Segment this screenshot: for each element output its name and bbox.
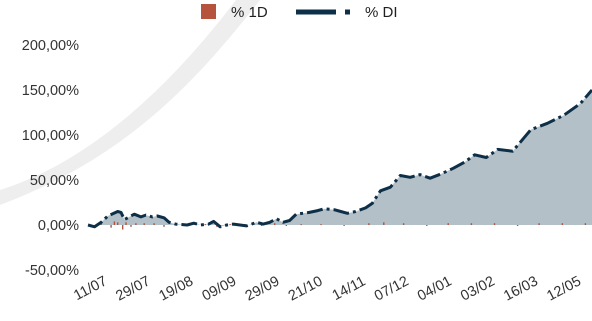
series-1d-bar: [447, 223, 449, 225]
series-1d-bar: [561, 223, 563, 225]
series-1d-bar: [260, 225, 263, 226]
legend-label-di: % DI: [365, 4, 398, 21]
series-1d-bar: [163, 225, 165, 227]
background-shade: [0, 0, 260, 205]
x-tick-label: 16/03: [501, 273, 541, 304]
series-di-area: [88, 90, 592, 227]
legend-label-1d: % 1D: [231, 4, 268, 21]
series-di-line: [87, 89, 592, 229]
x-tick-label: 29/09: [243, 273, 283, 304]
series-1d-bar: [300, 224, 302, 226]
legend-swatch-1d: [201, 4, 216, 19]
x-axis: 11/07 29/07 19/08 09/09 29/09 21/10 14/11 07/12…: [71, 273, 584, 304]
x-tick-label: 29/07: [113, 273, 153, 304]
series-1d-bar: [516, 225, 519, 226]
series-1d-bar: [538, 223, 540, 225]
legend: % 1D % DI: [201, 4, 398, 21]
series-1d-bar: [343, 225, 345, 226]
series-1d-bar: [274, 223, 276, 225]
y-tick-label: 100,00%: [22, 128, 79, 144]
x-tick-label: 03/02: [458, 273, 498, 304]
series-1d-bar: [383, 222, 385, 225]
series-1d-bar: [122, 225, 124, 230]
x-tick-label: 19/08: [157, 273, 197, 304]
plot-area: [87, 89, 592, 230]
x-tick-label: 14/11: [330, 273, 369, 304]
background-swoosh: [0, 0, 230, 185]
series-1d-bar: [204, 224, 206, 226]
x-tick-label: 07/12: [372, 273, 412, 304]
series-1d-bar: [470, 223, 473, 225]
series-1d-bar: [584, 223, 587, 225]
y-tick-label: 200,00%: [22, 38, 79, 54]
series-1d-bar: [285, 225, 287, 226]
y-axis: 200,00% 150,00% 100,00% 50,00% 0,00% -50,00%: [22, 38, 79, 279]
series-1d-bar: [143, 223, 145, 225]
x-tick-label: 12/05: [544, 273, 584, 304]
series-1d-bar: [153, 223, 155, 225]
series-1d-bar: [110, 225, 112, 228]
series-1d-bar: [229, 224, 231, 226]
y-tick-label: 0,00%: [38, 218, 79, 234]
y-tick-label: -50,00%: [25, 263, 79, 279]
y-tick-label: 50,00%: [30, 173, 79, 189]
series-1d-bar: [113, 221, 116, 225]
series-1d-bar: [117, 222, 119, 225]
series-1d-bar: [426, 225, 428, 226]
series-1d-bar: [493, 223, 496, 225]
x-tick-label: 21/10: [286, 273, 326, 304]
series-1d-bar: [368, 223, 370, 225]
series-1d-bar: [130, 225, 132, 227]
series-1d-bar: [125, 222, 127, 225]
y-tick-label: 150,00%: [22, 83, 79, 99]
x-tick-label: 09/09: [200, 273, 240, 304]
legend-swatch-di-dot: [345, 9, 350, 15]
series-1d-bar: [402, 223, 405, 225]
series-1d-bar: [135, 223, 137, 225]
series-1d-bar: [320, 224, 322, 226]
x-tick-label: 04/01: [415, 273, 455, 304]
